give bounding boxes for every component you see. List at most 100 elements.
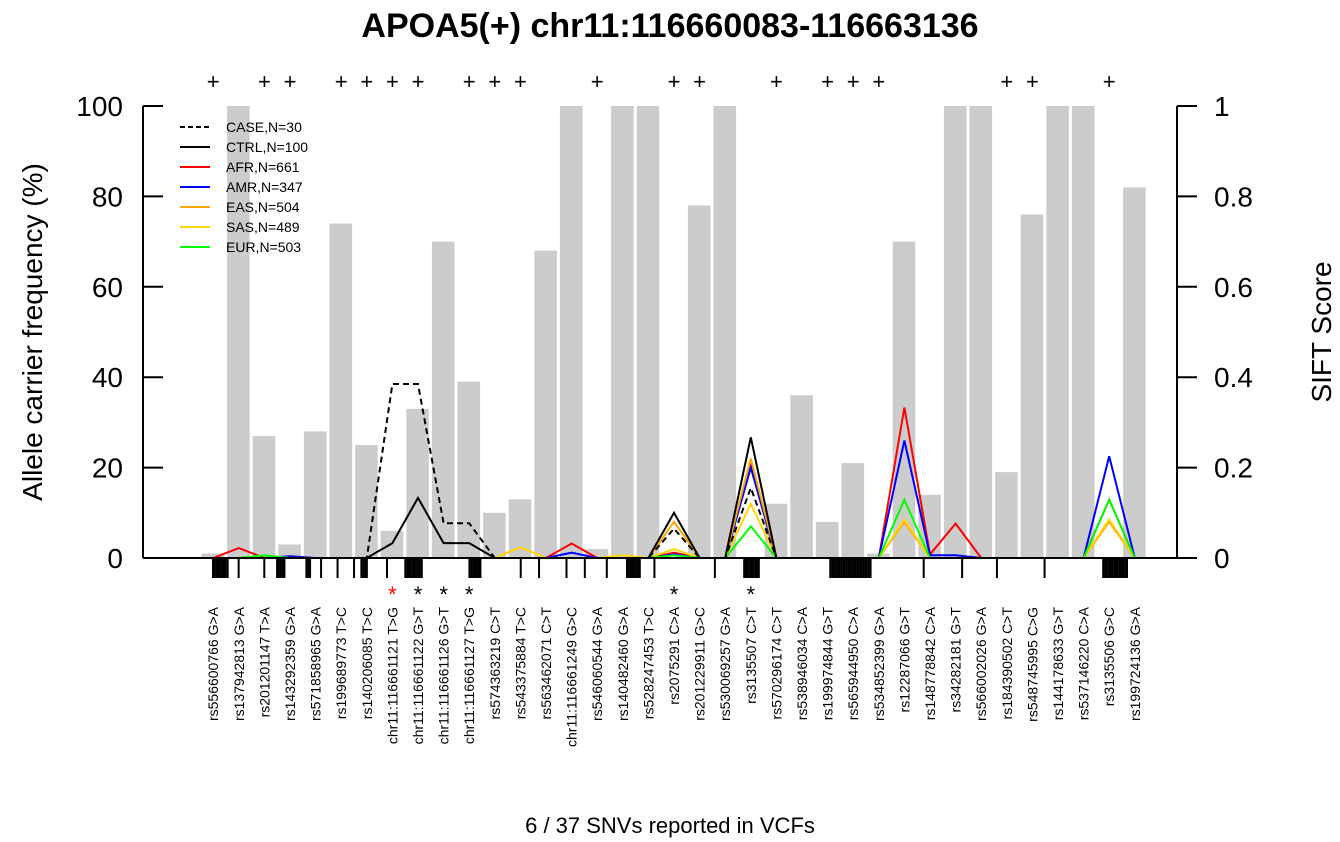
category-label: rs543375884 T>C <box>512 607 528 719</box>
sift-bar <box>559 106 583 558</box>
legend-label: AFR,N=661 <box>226 159 300 175</box>
plus-marks: + + + + + + + + + + + + + + + + + + + + <box>207 69 1116 94</box>
y2-tick-label: 0.4 <box>1214 362 1253 393</box>
star-mark: * <box>465 582 474 607</box>
plus-mark: + <box>591 69 604 94</box>
plus-mark: + <box>1103 69 1116 94</box>
category-label: rs574363219 C>T <box>487 607 503 720</box>
chart-title: APOA5(+) chr11:116660083-116663136 <box>361 7 978 45</box>
category-label: rs563462071 C>T <box>538 607 554 720</box>
sift-bar <box>892 241 916 558</box>
plus-mark: + <box>668 69 681 94</box>
plus-mark: + <box>207 69 220 94</box>
plus-mark: + <box>360 69 373 94</box>
legend-label: CTRL,N=100 <box>226 139 308 155</box>
star-mark: * <box>439 582 448 607</box>
legend-label: EUR,N=503 <box>226 239 301 255</box>
star-marks: * * * * * * <box>388 582 755 607</box>
category-label: chr11:116661122 G>T <box>410 607 426 745</box>
plus-mark: + <box>514 69 527 94</box>
left-y-axis: 0 20 40 60 80 100 <box>76 91 163 574</box>
y2-tick-label: 1 <box>1214 91 1230 122</box>
sift-bar <box>713 106 737 558</box>
plus-mark: + <box>1000 69 1013 94</box>
category-label: rs140482460 G>A <box>615 606 631 721</box>
category-label: rs566002026 G>A <box>973 606 989 721</box>
sift-bar <box>278 544 301 558</box>
category-label: rs140206085 T>C <box>359 607 375 719</box>
sift-bar <box>969 106 993 558</box>
sift-bar <box>406 408 429 558</box>
category-label: rs537146220 C>A <box>1076 606 1092 720</box>
category-label: rs534852399 G>A <box>871 606 887 721</box>
sift-bar <box>227 106 250 558</box>
plus-mark: + <box>412 69 425 94</box>
star-mark: * <box>388 582 397 607</box>
sift-bar <box>1071 106 1095 558</box>
y-tick-label: 60 <box>92 272 123 303</box>
sift-bar <box>508 499 532 558</box>
category-label: rs538946034 C>A <box>794 606 810 720</box>
category-label: rs199689773 T>C <box>333 607 349 719</box>
y2-tick-label: 0.6 <box>1214 272 1253 303</box>
plus-mark: + <box>693 69 706 94</box>
plus-mark: + <box>258 69 271 94</box>
category-label: rs571858965 G>A <box>308 606 324 721</box>
sift-bar <box>252 435 276 558</box>
sift-bar <box>611 106 634 558</box>
sift-bar <box>355 445 378 558</box>
sift-bar <box>585 548 609 558</box>
y2-tick-label: 0.2 <box>1214 453 1253 484</box>
y-tick-label: 20 <box>92 453 123 484</box>
y-tick-label: 80 <box>92 181 123 212</box>
plus-mark: + <box>284 69 297 94</box>
category-label: rs143292359 G>A <box>282 606 298 721</box>
plus-mark: + <box>821 69 834 94</box>
category-label: chr11:116661127 T>G <box>461 607 477 744</box>
legend: CASE,N=30 CTRL,N=100 AFR,N=661 AMR,N=347 EAS… <box>180 119 308 255</box>
category-label: chr11:116661121 T>G <box>384 607 400 744</box>
y-tick-label: 0 <box>107 543 123 574</box>
y2-axis-title: SIFT Score <box>1306 261 1337 402</box>
category-label: rs2075291 C>A <box>666 606 682 704</box>
category-label: rs546060544 G>A <box>589 606 605 721</box>
sift-bar <box>687 205 711 558</box>
category-label: rs144178633 G>T <box>1050 607 1066 721</box>
sift-bar <box>636 106 660 558</box>
sift-bar <box>1020 214 1044 559</box>
legend-label: SAS,N=489 <box>226 219 300 235</box>
star-mark: * <box>670 582 679 607</box>
sift-bar <box>329 223 353 558</box>
sift-bar <box>201 553 225 558</box>
right-y-axis: 0 0.2 0.4 0.6 0.8 1 <box>1176 91 1253 574</box>
x-axis-title: 6 / 37 SNVs reported in VCFs <box>525 813 815 838</box>
sift-bar <box>1123 187 1146 559</box>
category-label: rs199724136 G>A <box>1127 606 1143 721</box>
category-label: rs12287066 G>T <box>896 607 912 713</box>
category-label: chr11:116661126 G>T <box>436 607 452 745</box>
legend-label: CASE,N=30 <box>226 119 302 135</box>
y-tick-label: 40 <box>92 362 123 393</box>
category-label: rs184390502 C>T <box>999 607 1015 720</box>
sift-bar <box>431 241 455 558</box>
plus-mark: + <box>847 69 860 94</box>
plus-mark: + <box>488 69 501 94</box>
plus-mark: + <box>770 69 783 94</box>
category-label: rs528247453 T>C <box>640 607 656 719</box>
sift-bar <box>841 463 865 558</box>
sift-bars <box>201 106 1146 559</box>
plus-mark: + <box>1026 69 1039 94</box>
category-label: rs201229911 G>C <box>692 607 708 721</box>
sift-bar <box>815 521 839 558</box>
plus-mark: + <box>386 69 399 94</box>
category-label: chr11:116661249 G>C <box>564 607 580 747</box>
legend-label: EAS,N=504 <box>226 199 300 215</box>
position-ticks <box>163 557 1177 578</box>
category-label: rs570296174 C>T <box>768 607 784 720</box>
star-mark: * <box>747 582 756 607</box>
category-label: rs137942813 G>A <box>231 606 247 721</box>
legend-label: AMR,N=347 <box>226 179 303 195</box>
category-label: rs34282181 G>T <box>948 607 964 713</box>
y2-tick-label: 0.8 <box>1214 181 1253 212</box>
